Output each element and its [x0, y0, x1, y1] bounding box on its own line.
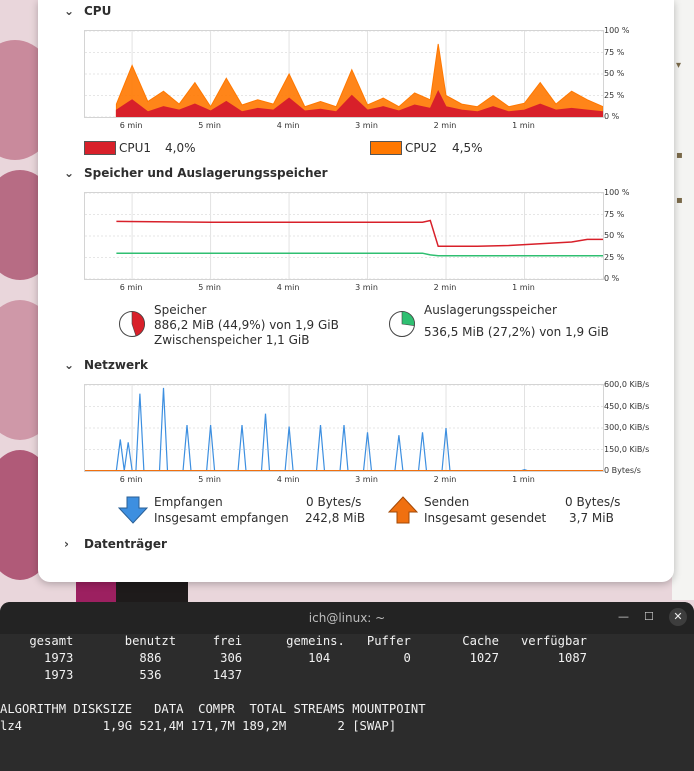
disks-section-title: Datenträger [84, 537, 167, 551]
resources-panel: ⌄ CPU 6 min 5 min 4 min 3 min 2 min 1 min 100 … [38, 0, 674, 582]
minimize-icon[interactable]: — [618, 610, 629, 623]
x-tick-label: 5 min [198, 283, 221, 292]
y-tick-label: 300,0 KiB/s [604, 423, 650, 432]
zram-header-row: ALGORITHM DISKSIZE DATA COMPR TOTAL STRE… [0, 702, 426, 716]
x-tick-label: 6 min [119, 121, 143, 130]
maximize-icon[interactable]: ☐ [644, 610, 654, 623]
cpu2-label: CPU2 [405, 141, 438, 155]
upload-arrow-icon[interactable] [388, 496, 418, 524]
sent-rate: 0 Bytes/s [565, 495, 621, 509]
network-section-header[interactable]: ⌄ Netzwerk [64, 358, 148, 372]
cpu-graph [84, 30, 604, 118]
cpu-graph-canvas [85, 31, 603, 117]
terminal-window: ich@linux: ~ — ☐ ✕ gesamt benutzt frei g… [0, 602, 694, 771]
x-tick-label: 1 min [512, 475, 535, 484]
x-tick-label: 3 min [355, 475, 378, 484]
memory-graph-canvas [85, 193, 603, 279]
y-tick-label: 100 % [604, 26, 630, 35]
cpu1-label: CPU1 [119, 141, 152, 155]
x-tick-label: 5 min [198, 121, 221, 130]
download-arrow-icon[interactable] [118, 496, 148, 524]
y-tick-label: 100 % [604, 188, 630, 197]
y-tick-label: 25 % [604, 252, 625, 262]
y-tick-label: 50 % [604, 231, 625, 240]
background-window-strip: ▾ ▪ ▪ [672, 0, 694, 600]
cpu1-value: 4,0% [165, 141, 196, 155]
y-tick-label: 75 % [604, 47, 625, 57]
x-tick-label: 3 min [355, 121, 378, 130]
chevron-down-icon: ⌄ [64, 166, 75, 180]
memory-pie-icon[interactable] [118, 310, 146, 338]
y-tick-label: 0 % [604, 112, 620, 121]
zram-row: lz4 1,9G 521,4M 171,7M 189,2M 2 [SWAP] [0, 719, 397, 733]
cpu-series-cpu1 [115, 90, 603, 117]
free-header-row: gesamt benutzt frei gemeins. Puffer Cach… [0, 634, 587, 648]
sent-total: 3,7 MiB [569, 511, 614, 525]
received-label: Empfangen [154, 495, 223, 509]
received-total-label: Insgesamt empfangen [154, 511, 289, 525]
disks-section-header[interactable]: › Datenträger [64, 537, 167, 551]
x-tick-label: 2 min [433, 121, 457, 130]
y-tick-label: 0 Bytes/s [604, 466, 641, 475]
network-section-title: Netzwerk [84, 358, 149, 372]
terminal-titlebar[interactable]: ich@linux: ~ — ☐ ✕ [0, 602, 694, 634]
memory-graph [84, 192, 604, 280]
cpu-section-title: CPU [84, 4, 112, 18]
chevron-right-icon: › [64, 537, 69, 551]
terminal-title: ich@linux: ~ [308, 611, 386, 625]
cpu2-color-swatch[interactable] [370, 141, 402, 155]
x-tick-label: 4 min [276, 121, 300, 130]
chevron-down-icon: ⌄ [64, 358, 75, 372]
received-rate: 0 Bytes/s [306, 495, 362, 509]
memory-usage: 886,2 MiB (44,9%) von 1,9 GiB [154, 318, 339, 332]
swap-usage: 536,5 MiB (27,2%) von 1,9 GiB [424, 325, 609, 339]
x-tick-label: 1 min [512, 121, 535, 130]
memory-label: Speicher [154, 303, 207, 317]
y-tick-label: 75 % [604, 209, 625, 219]
swap-pie-icon[interactable] [388, 310, 416, 338]
swap-label: Auslagerungsspeicher [424, 303, 557, 317]
x-tick-label: 4 min [276, 475, 300, 484]
free-swap-row: 1973 536 1437 [0, 668, 243, 682]
memory-series-line [116, 219, 603, 248]
x-tick-label: 2 min [433, 475, 457, 484]
x-tick-label: 4 min [276, 283, 300, 292]
cpu-series-cpu2 [115, 43, 603, 117]
x-tick-label: 3 min [355, 283, 378, 292]
y-tick-label: 450,0 KiB/s [604, 401, 650, 411]
sent-label: Senden [424, 495, 470, 509]
sent-total-label: Insgesamt gesendet [424, 511, 547, 525]
strip-icon: ▾ [676, 60, 682, 71]
network-received-line [85, 387, 603, 471]
network-graph [84, 384, 604, 472]
memory-cache: Zwischenspeicher 1,1 GiB [154, 333, 310, 347]
x-tick-label: 2 min [433, 283, 457, 292]
y-tick-label: 25 % [604, 90, 625, 100]
cpu-section-header[interactable]: ⌄ CPU [64, 4, 111, 18]
x-tick-label: 1 min [512, 283, 535, 292]
y-tick-label: 50 % [604, 69, 625, 78]
chevron-down-icon: ⌄ [64, 4, 75, 18]
x-tick-label: 6 min [119, 475, 143, 484]
strip-icon: ▪ [676, 150, 683, 161]
memory-series-line [116, 252, 603, 257]
x-tick-label: 6 min [119, 283, 143, 292]
memory-section-header[interactable]: ⌄ Speicher und Auslagerungsspeicher [64, 166, 328, 180]
received-total: 242,8 MiB [305, 511, 366, 525]
x-tick-label: 5 min [198, 475, 221, 484]
memory-section-title: Speicher und Auslagerungsspeicher [84, 166, 328, 180]
cpu2-value: 4,5% [452, 141, 483, 155]
y-tick-label: 600,0 KiB/s [604, 380, 650, 389]
free-memory-row: 1973 886 306 104 0 1027 1087 [0, 651, 587, 665]
y-tick-label: 150,0 KiB/s [604, 444, 650, 454]
network-graph-canvas [85, 385, 603, 471]
close-icon[interactable]: ✕ [669, 608, 687, 626]
cpu1-color-swatch[interactable] [84, 141, 116, 155]
terminal-output[interactable]: gesamt benutzt frei gemeins. Puffer Cach… [0, 633, 587, 735]
strip-icon: ▪ [676, 195, 683, 206]
y-tick-label: 0 % [604, 274, 620, 283]
